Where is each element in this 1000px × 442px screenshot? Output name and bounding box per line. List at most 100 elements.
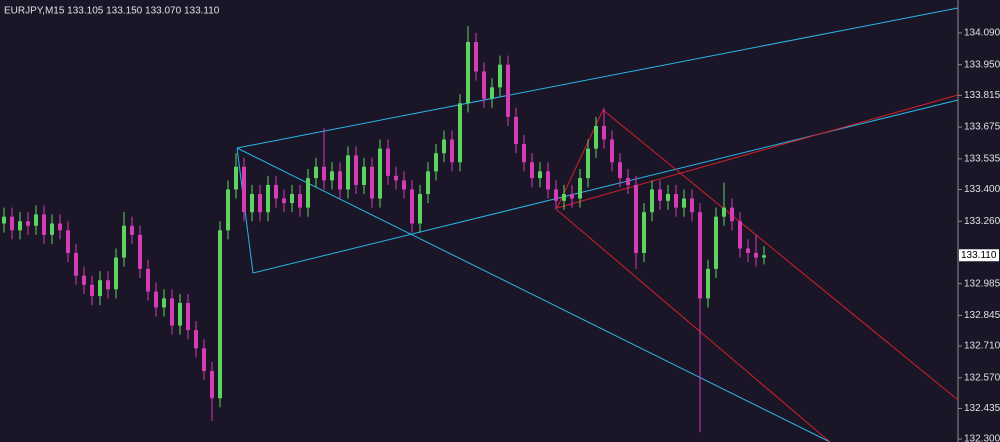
candle-body <box>330 171 334 181</box>
candle-body <box>482 71 486 99</box>
candle-body <box>442 139 446 154</box>
candle-body <box>578 178 582 199</box>
candle-body <box>402 180 406 190</box>
candle-body <box>562 193 566 201</box>
candle-body <box>146 268 150 292</box>
candle-body <box>530 162 534 179</box>
y-tick-label: 133.950 <box>964 59 1000 70</box>
candle-body <box>522 144 526 163</box>
candle-body <box>690 198 694 213</box>
candle-body <box>602 125 606 140</box>
candle-body <box>386 148 390 176</box>
candle-body <box>610 139 614 163</box>
y-tick-label: 132.435 <box>964 403 1000 414</box>
y-tick-label: 132.985 <box>964 278 1000 289</box>
candle-body <box>250 193 254 213</box>
candle-body <box>298 193 302 208</box>
candle-body <box>74 252 78 276</box>
candle-body <box>746 248 750 253</box>
candle-body <box>122 225 126 258</box>
candle-body <box>322 166 326 181</box>
red-lower <box>556 209 831 442</box>
price-label: 133.110 <box>961 250 997 261</box>
candle-body <box>58 223 62 231</box>
candle-body <box>218 230 222 399</box>
candle-body <box>138 234 142 269</box>
channel-diagonal <box>236 147 831 442</box>
candle-body <box>738 221 742 249</box>
candle-body <box>714 216 718 269</box>
candle-body <box>554 189 558 201</box>
candle-body <box>338 171 342 190</box>
candle-body <box>242 166 246 213</box>
candle-body <box>434 153 438 172</box>
red-mid <box>602 109 959 401</box>
candle-body <box>626 178 630 185</box>
candle-body <box>266 184 270 213</box>
candle-body <box>154 291 158 308</box>
candle-body <box>354 155 358 185</box>
candle-body <box>642 212 646 253</box>
candle-body <box>658 189 662 201</box>
candle-body <box>418 193 422 224</box>
candle-body <box>82 275 86 285</box>
candle-body <box>114 257 118 290</box>
candle-body <box>730 207 734 222</box>
candle-body <box>106 280 110 290</box>
price-box <box>959 249 999 262</box>
y-tick-label: 132.570 <box>964 372 1000 383</box>
candle-body <box>210 370 214 399</box>
candle-body <box>226 189 230 231</box>
candle-body <box>450 139 454 163</box>
candle-body <box>178 302 182 326</box>
y-tick-label: 133.675 <box>964 122 1000 133</box>
candle-body <box>90 284 94 297</box>
trend-lines <box>236 7 959 442</box>
candle-body <box>186 302 190 331</box>
candle-body <box>762 255 766 258</box>
candle-body <box>98 280 102 297</box>
candle-body <box>426 171 430 194</box>
y-tick-label: 132.300 <box>964 434 1000 442</box>
candle-body <box>130 225 134 235</box>
y-tick-label: 132.710 <box>964 341 1000 352</box>
candle-body <box>162 298 166 308</box>
y-tick-label: 133.260 <box>964 216 1000 227</box>
y-tick-label: 133.400 <box>964 184 1000 195</box>
candle-body <box>10 216 14 231</box>
candle-body <box>282 198 286 204</box>
candle-body <box>394 175 398 181</box>
candle-body <box>682 198 686 208</box>
candle-body <box>410 189 414 224</box>
candle-body <box>594 125 598 149</box>
candle-body <box>666 193 670 201</box>
candle-body <box>674 193 678 208</box>
candle-body <box>370 166 374 199</box>
candle-body <box>586 148 590 179</box>
candle-body <box>18 221 22 231</box>
candle-body <box>618 162 622 179</box>
candle-body <box>634 184 638 253</box>
y-tick-label: 133.815 <box>964 90 1000 101</box>
candle-body <box>650 189 654 213</box>
candle-body <box>202 348 206 371</box>
candle-body <box>274 184 278 199</box>
candle-body <box>34 214 38 226</box>
candle-body <box>538 171 542 179</box>
candle-body <box>2 216 6 224</box>
candle-body <box>50 223 54 235</box>
candle-body <box>570 193 574 199</box>
red-upper <box>556 94 959 209</box>
candle-body <box>546 171 550 190</box>
y-tick-label: 132.845 <box>964 310 1000 321</box>
candle-body <box>514 116 518 145</box>
y-tick-label: 134.090 <box>964 28 1000 39</box>
candle-body <box>170 298 174 326</box>
y-tick-label: 133.535 <box>964 153 1000 164</box>
candle-body <box>458 103 462 163</box>
candle-body <box>26 221 30 226</box>
channel-upper <box>236 7 959 149</box>
candle-body <box>474 41 478 72</box>
candle-body <box>498 64 502 88</box>
candle-body <box>466 41 470 104</box>
